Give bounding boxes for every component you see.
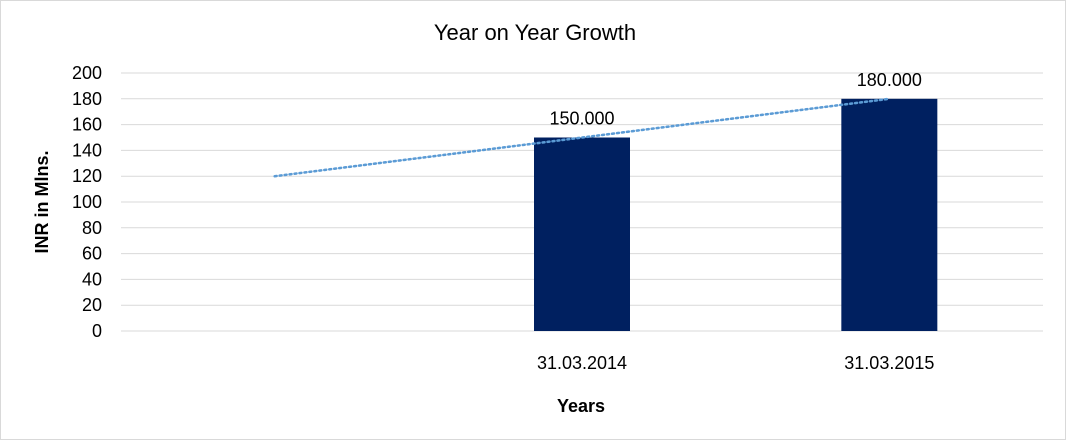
chart-title: Year on Year Growth [434,20,636,45]
bar [534,137,630,331]
data-label: 150.000 [549,109,614,129]
trendline-line [273,97,891,178]
x-axis-ticks: 31.03.2014 31.03.2015 [537,353,934,373]
y-tick-label: 0 [92,321,102,341]
x-axis-title: Years [557,396,605,416]
y-tick-label: 200 [72,63,102,83]
data-label: 180.000 [857,70,922,90]
y-tick-label: 20 [82,295,102,315]
y-tick-label: 120 [72,166,102,186]
y-tick-label: 40 [82,269,102,289]
y-tick-label: 140 [72,140,102,160]
data-labels: 150.000 180.000 [549,70,921,129]
bars [534,98,938,331]
y-tick-label: 60 [82,244,102,264]
y-axis-title: INR in Mlns. [32,151,52,254]
x-tick-label: 31.03.2014 [537,353,627,373]
y-tick-label: 100 [72,192,102,212]
y-tick-label: 80 [82,218,102,238]
bar [841,98,938,331]
y-axis-ticks: 0 20 40 60 80 100 120 140 160 180 200 [72,63,102,341]
x-tick-label: 31.03.2015 [844,353,934,373]
trendline [273,97,891,178]
y-tick-label: 160 [72,115,102,135]
y-tick-label: 180 [72,89,102,109]
